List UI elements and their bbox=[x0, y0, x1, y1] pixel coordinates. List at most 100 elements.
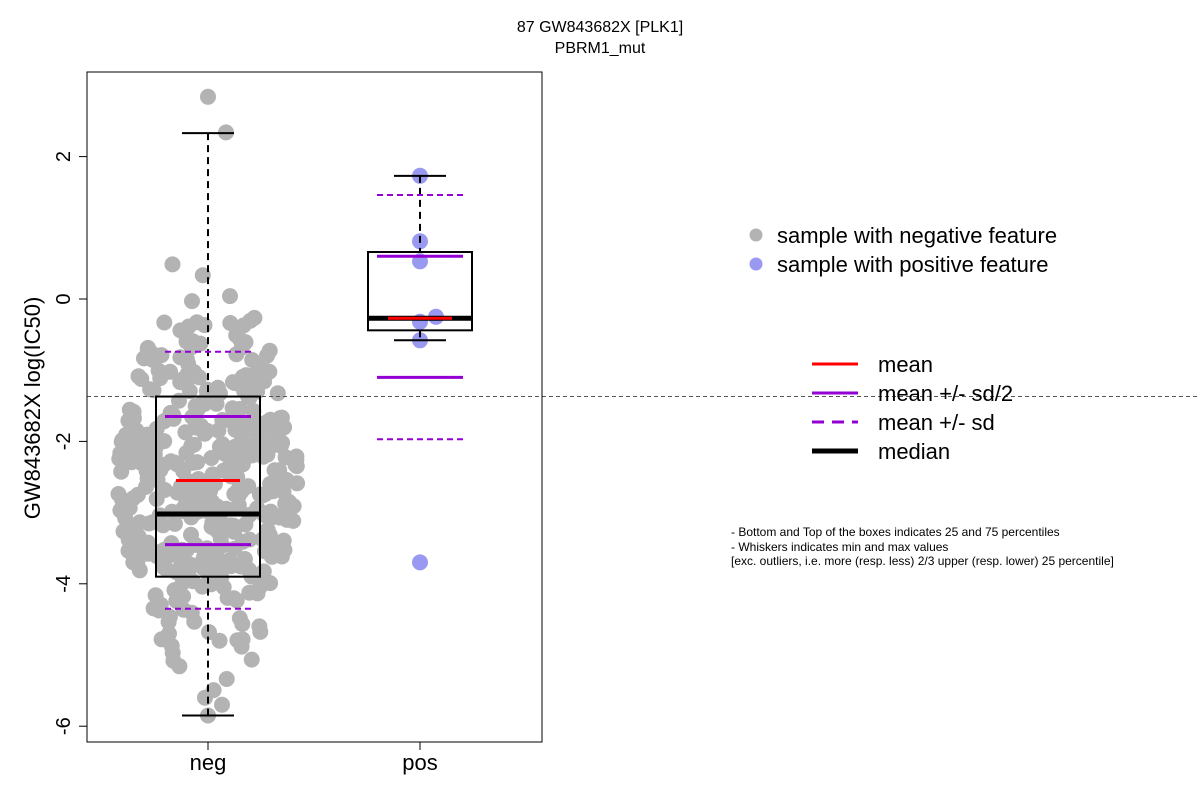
neg-sample-point bbox=[112, 502, 129, 519]
neg-sample-point bbox=[156, 314, 173, 331]
neg-sample-point bbox=[251, 618, 268, 635]
neg-sample-point bbox=[140, 545, 157, 562]
neg-sample-point bbox=[209, 379, 226, 396]
neg-sample-point bbox=[194, 578, 211, 595]
neg-sample-point bbox=[210, 517, 227, 534]
neg-sample-point bbox=[268, 536, 285, 553]
neg-sample-point bbox=[252, 578, 269, 595]
y-tick-label: -6 bbox=[53, 717, 75, 735]
neg-sample-point bbox=[113, 463, 130, 480]
neg-sample-point bbox=[193, 417, 209, 434]
y-tick-label: -2 bbox=[53, 433, 75, 451]
neg-sample-point bbox=[270, 470, 287, 487]
neg-sample-point bbox=[257, 507, 274, 524]
neg-sample-point bbox=[274, 434, 291, 451]
legend-points: sample with negative feature sample with… bbox=[749, 223, 1057, 277]
neg-sample-point bbox=[215, 579, 232, 596]
neg-sample-point bbox=[171, 658, 188, 675]
legend-lines: mean mean +/- sd/2 mean +/- sd median bbox=[812, 352, 1013, 464]
neg-sample-point bbox=[155, 456, 172, 473]
neg-sample-point bbox=[269, 385, 286, 402]
neg-sample-point bbox=[136, 350, 152, 367]
neg-sample-point bbox=[150, 362, 167, 379]
neg-sample-point bbox=[115, 523, 132, 540]
neg-sample-point bbox=[158, 549, 175, 565]
neg-sample-point bbox=[224, 400, 241, 417]
neg-sample-point bbox=[130, 368, 147, 385]
neg-sample-point bbox=[193, 486, 210, 503]
neg-sample-point bbox=[166, 582, 183, 599]
neg-sample-point bbox=[179, 562, 196, 579]
neg-sample-point bbox=[186, 436, 202, 453]
neg-sample-point bbox=[212, 530, 229, 547]
neg-sample-point bbox=[197, 689, 213, 706]
neg-sample-point bbox=[172, 322, 189, 339]
neg-sample-point bbox=[133, 431, 150, 448]
neg-sample-point bbox=[273, 548, 290, 565]
note-line-3: [exc. outliers, i.e. more (resp. less) 2… bbox=[731, 554, 1114, 568]
neg-sample-point bbox=[214, 436, 231, 453]
neg-sample-point bbox=[194, 559, 211, 576]
neg-sample-point bbox=[203, 450, 220, 466]
x-tick-label-pos: pos bbox=[402, 750, 437, 775]
neg-sample-point bbox=[240, 415, 257, 432]
chart-title: 87 GW843682X [PLK1] bbox=[516, 19, 684, 36]
legend-neg-marker bbox=[749, 228, 763, 242]
neg-sample-point bbox=[183, 526, 199, 543]
neg-sample-point bbox=[228, 327, 245, 344]
neg-sample-point bbox=[179, 371, 196, 388]
pos-sample-point bbox=[412, 554, 428, 571]
neg-sample-point bbox=[149, 472, 166, 489]
point-layer bbox=[110, 88, 444, 724]
chart-subtitle: PBRM1_mut bbox=[554, 40, 646, 57]
neg-sample-point bbox=[180, 355, 196, 372]
neg-sample-point bbox=[225, 590, 242, 607]
neg-sample-point bbox=[200, 88, 216, 105]
neg-sample-point bbox=[257, 486, 274, 503]
neg-sample-point bbox=[191, 369, 208, 386]
neg-sample-point bbox=[129, 486, 146, 503]
neg-sample-point bbox=[275, 483, 292, 500]
neg-sample-point bbox=[152, 596, 169, 613]
box-layer bbox=[87, 132, 1200, 717]
neg-sample-point bbox=[231, 610, 248, 627]
neg-sample-point bbox=[233, 638, 250, 655]
neg-sample-point bbox=[184, 293, 200, 310]
neg-sample-point bbox=[175, 463, 192, 480]
neg-sample-point bbox=[287, 456, 304, 473]
neg-sample-point bbox=[207, 555, 224, 571]
neg-sample-point bbox=[125, 554, 142, 571]
neg-sample-point bbox=[163, 637, 180, 654]
neg-sample-point bbox=[289, 475, 306, 492]
neg-sample-point bbox=[171, 392, 187, 409]
neg-sample-point bbox=[140, 534, 156, 551]
neg-sample-point bbox=[222, 315, 239, 331]
neg-sample-point bbox=[221, 552, 238, 569]
neg-sample-point bbox=[244, 383, 261, 400]
neg-sample-point bbox=[177, 424, 194, 441]
neg-sample-point bbox=[225, 374, 241, 391]
neg-sample-point bbox=[118, 443, 135, 460]
neg-sample-point bbox=[230, 497, 247, 514]
legend-sd-label: mean +/- sd bbox=[878, 410, 995, 435]
neg-sample-point bbox=[222, 288, 238, 305]
x-axis: neg pos bbox=[190, 741, 438, 775]
y-axis-label: GW843682X log(IC50) bbox=[20, 297, 45, 520]
neg-sample-point bbox=[210, 422, 227, 439]
neg-sample-point bbox=[125, 403, 142, 420]
neg-sample-point bbox=[230, 481, 247, 498]
legend-neg-label: sample with negative feature bbox=[777, 223, 1057, 248]
neg-sample-point bbox=[189, 401, 206, 418]
legend-mean-label: mean bbox=[878, 352, 933, 377]
neg-sample-point bbox=[140, 453, 157, 470]
neg-sample-point bbox=[273, 409, 290, 426]
neg-sample-point bbox=[221, 458, 238, 475]
x-tick-label-neg: neg bbox=[190, 750, 227, 775]
legend-pos-marker bbox=[749, 257, 763, 271]
neg-sample-point bbox=[246, 309, 263, 326]
neg-sample-point bbox=[179, 489, 196, 505]
neg-sample-point bbox=[183, 339, 200, 356]
neg-sample-point bbox=[234, 456, 251, 473]
pos-box bbox=[367, 251, 473, 332]
